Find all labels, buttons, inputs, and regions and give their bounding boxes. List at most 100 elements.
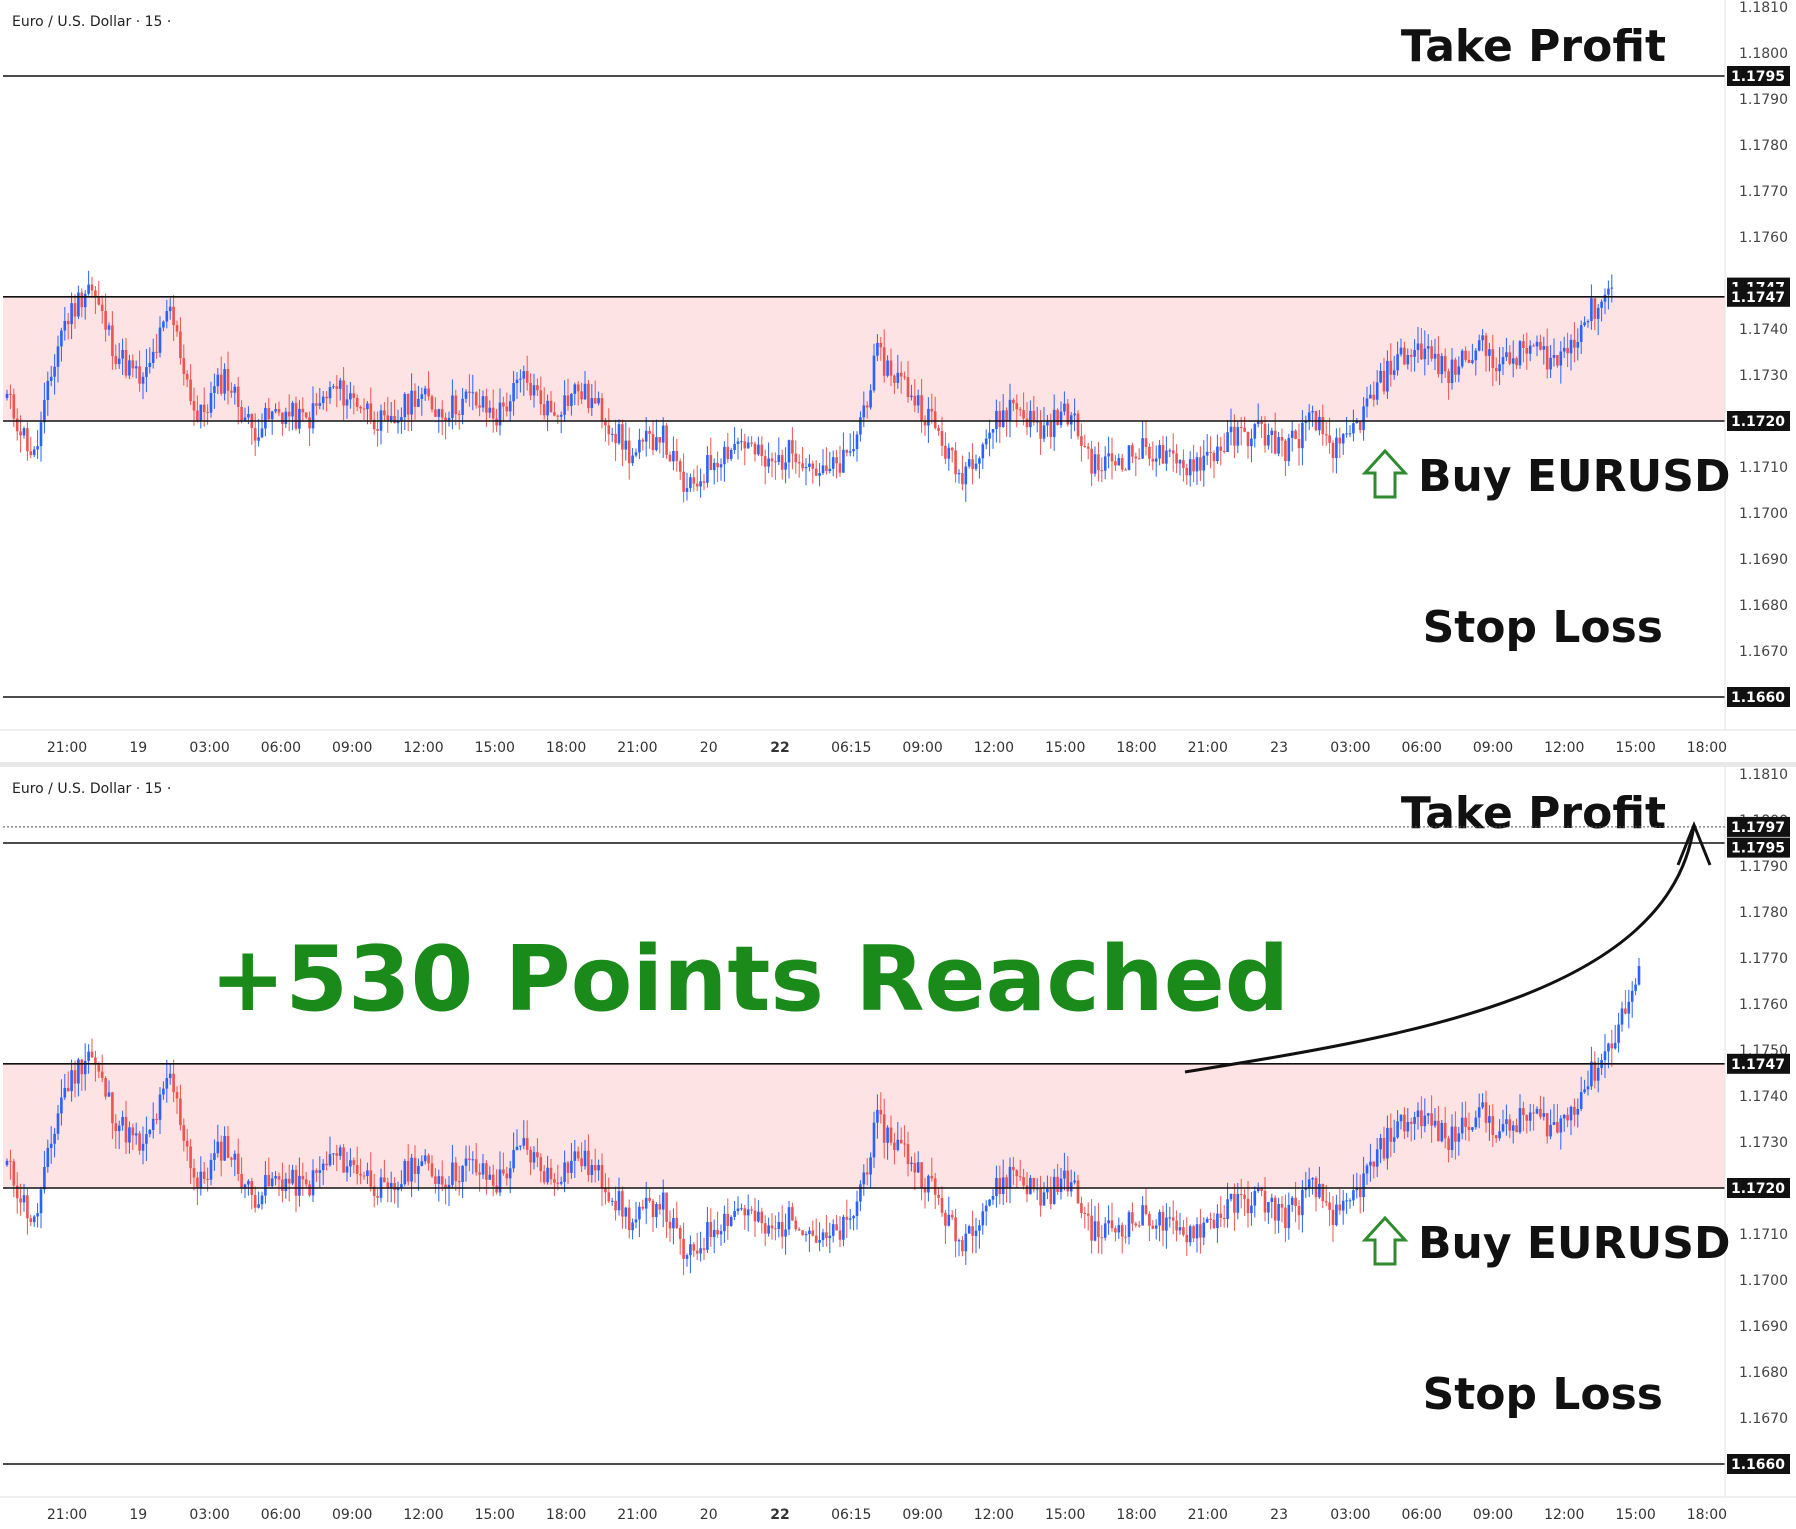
candle-body	[1117, 458, 1121, 466]
candle-body	[114, 1123, 118, 1132]
candle-body	[787, 440, 791, 463]
time-tick-label: 15:00	[1615, 1507, 1655, 1523]
candle-body	[1596, 1067, 1600, 1081]
candle-body	[1474, 350, 1478, 361]
candle-body	[648, 430, 651, 434]
candle-body	[1086, 446, 1090, 449]
candle-body	[995, 410, 998, 430]
candle-body	[349, 393, 352, 400]
candle-body	[104, 1078, 107, 1097]
candle-body	[593, 1165, 597, 1171]
candle-body	[461, 398, 464, 415]
candle-body	[298, 1175, 301, 1196]
candle-body	[243, 417, 247, 422]
candle-body	[1335, 1204, 1338, 1226]
candle-body	[1042, 425, 1046, 439]
candle-body	[1467, 1126, 1471, 1130]
candle-body	[974, 463, 978, 469]
candle-body	[1012, 399, 1015, 404]
candle-body	[277, 409, 281, 413]
candle-body	[723, 446, 726, 465]
candle-body	[811, 1230, 815, 1236]
candle-body	[1610, 1043, 1614, 1049]
candle-body	[692, 477, 696, 484]
trend-arrow-head	[1676, 820, 1712, 866]
candle-body	[192, 401, 196, 411]
candle-body	[1046, 1188, 1049, 1193]
candle-body	[848, 1218, 852, 1220]
candle-body	[1318, 1183, 1321, 1198]
candle-body	[590, 398, 594, 409]
time-tick-label: 15:00	[1045, 1507, 1085, 1523]
candle-body	[787, 1207, 791, 1230]
candle-body	[148, 362, 152, 368]
candle-body	[1154, 1225, 1158, 1229]
candle-body	[1168, 1217, 1172, 1219]
candle-body	[508, 1168, 512, 1179]
candle-body	[454, 395, 458, 415]
price-badge-label: 1.1720	[1731, 414, 1785, 430]
candle-body	[376, 1196, 379, 1198]
candle-body	[998, 410, 1002, 427]
time-tick-label: 03:00	[1330, 1507, 1370, 1523]
candle-body	[478, 1172, 481, 1175]
candle-body	[1304, 420, 1308, 423]
candle-body	[236, 1153, 240, 1174]
candle-body	[984, 438, 988, 445]
candle-body	[430, 1163, 434, 1177]
price-tick-label: 1.1800	[1739, 46, 1788, 62]
candle-body	[1066, 403, 1070, 425]
candle-body	[393, 416, 396, 424]
candle-body	[1158, 445, 1161, 459]
candle-body	[410, 1157, 413, 1182]
candle-body	[202, 1171, 206, 1179]
candle-body	[1464, 1117, 1467, 1127]
candle-body	[46, 1147, 50, 1168]
candle-body	[1222, 1217, 1226, 1220]
candle-body	[1335, 437, 1338, 459]
candle-body	[1515, 1125, 1518, 1133]
candle-body	[1182, 1227, 1185, 1235]
candle-body	[743, 1208, 747, 1216]
candle-body	[1165, 1217, 1168, 1231]
candle-body	[291, 1169, 294, 1184]
candle-body	[301, 408, 305, 413]
candle-body	[80, 1059, 84, 1075]
candle-body	[971, 1226, 974, 1236]
candle-body	[1426, 1113, 1430, 1116]
candle-body	[505, 406, 509, 412]
time-tick-label: 12:00	[974, 1507, 1014, 1523]
candle-body	[617, 424, 621, 444]
candle-body	[1321, 1183, 1325, 1202]
candle-body	[15, 1185, 19, 1199]
candle-body	[165, 311, 169, 322]
candle-body	[1188, 1226, 1192, 1243]
candle-body	[651, 433, 655, 451]
candle-body	[740, 441, 743, 443]
candle-body	[702, 481, 706, 483]
candle-body	[1270, 1197, 1274, 1203]
candle-body	[1389, 1127, 1393, 1142]
candle-body	[927, 1175, 930, 1193]
candle-body	[1056, 1176, 1059, 1193]
candle-body	[389, 416, 393, 421]
candle-body	[77, 292, 80, 317]
candle-body	[1029, 1177, 1032, 1195]
candle-body	[950, 1214, 954, 1218]
candle-body	[1549, 357, 1552, 370]
candle-body	[49, 376, 53, 381]
candle-body	[1348, 433, 1352, 435]
candle-body	[1212, 452, 1216, 462]
candle-body	[362, 1175, 366, 1177]
candle-body	[1501, 1124, 1505, 1132]
candle-body	[1049, 421, 1053, 437]
candle-body	[400, 1184, 403, 1188]
time-tick-label: 09:00	[332, 740, 372, 756]
candle-body	[321, 396, 325, 404]
candle-body	[1076, 1180, 1080, 1204]
candle-body	[896, 372, 900, 383]
candle-body	[1481, 335, 1484, 341]
candle-body	[1603, 294, 1607, 302]
candle-body	[393, 1183, 396, 1191]
candle-body	[729, 1216, 733, 1226]
